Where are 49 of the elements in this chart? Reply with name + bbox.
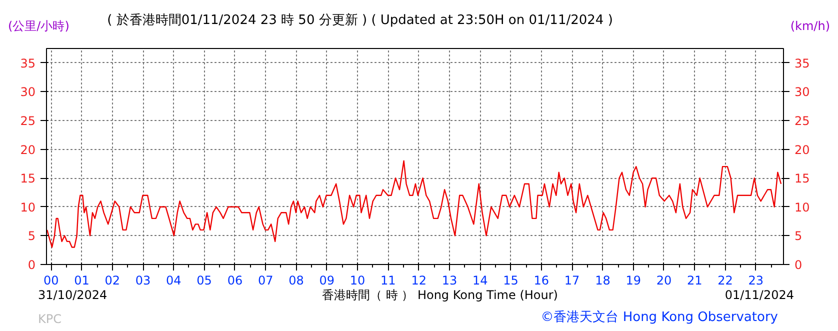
y-tick-label: 15	[20, 172, 36, 186]
x-tick-label: 21	[686, 274, 702, 288]
x-tick-label: 19	[626, 274, 641, 288]
x-tick-label: 04	[166, 274, 182, 288]
y2-tick-label: 0	[794, 258, 802, 272]
y-tick-label: 0	[28, 258, 36, 272]
y-tick-label: 20	[20, 142, 36, 157]
x-tick-label: 16	[534, 274, 550, 288]
y-tick-label: 5	[28, 229, 36, 244]
y-axis-title: (公里/小時)	[8, 18, 70, 35]
x-tick-label: 02	[104, 274, 120, 288]
x-tick-label: 00	[43, 274, 59, 288]
x-tick-label: 09	[319, 274, 335, 288]
text: 01/11/2024	[724, 288, 794, 302]
text: KPC	[38, 311, 62, 328]
x-tick-label: 18	[595, 274, 610, 288]
x-tick-label: 05	[196, 274, 212, 288]
y-tick-label: 35	[20, 56, 36, 70]
x-tick-label: 12	[411, 274, 426, 288]
x-tick-label: 17	[564, 274, 580, 288]
x-tick-label: 15	[503, 274, 518, 288]
y2-tick-label: 35	[794, 56, 810, 70]
x-tick-label: 08	[288, 274, 304, 288]
y-tick-label: 30	[20, 85, 36, 100]
x-tick-label: 13	[442, 274, 458, 288]
x-axis-title: 香港時間（ 時 ） Hong Kong Time (Hour)	[321, 287, 559, 304]
y2-tick-label: 30	[794, 85, 810, 100]
x-tick-label: 14	[472, 274, 488, 288]
y2-tick-label: 20	[794, 142, 810, 157]
x-tick-label: 06	[227, 274, 243, 288]
x-tick-label: 11	[380, 274, 396, 288]
text: ©香港天文台 Hong Kong Observatory	[540, 309, 778, 327]
x-tick-label: 07	[258, 274, 274, 288]
x-tick-label: 20	[656, 274, 672, 288]
x-tick-label: 01	[74, 274, 90, 288]
x-tick-label: 23	[748, 274, 764, 288]
y2-tick-label: 25	[794, 114, 810, 128]
y-tick-label: 10	[20, 200, 36, 214]
y2-tick-label: 15	[794, 172, 810, 186]
y2-tick-label: 10	[794, 200, 810, 214]
y2-tick-label: 5	[794, 229, 802, 244]
x-tick-label: 10	[350, 274, 366, 288]
chart-title: ( 於香港時間01/11/2024 23 時 50 分更新 ) ( Updated at 23:50H on 01/11/2024 )	[107, 13, 613, 28]
y2-axis-title: (km/h)	[789, 18, 830, 35]
text: 31/10/2024	[38, 288, 108, 302]
x-tick-label: 22	[718, 274, 733, 288]
y-tick-label: 25	[20, 114, 36, 128]
x-tick-label: 03	[135, 274, 151, 288]
line-series	[46, 160, 782, 248]
